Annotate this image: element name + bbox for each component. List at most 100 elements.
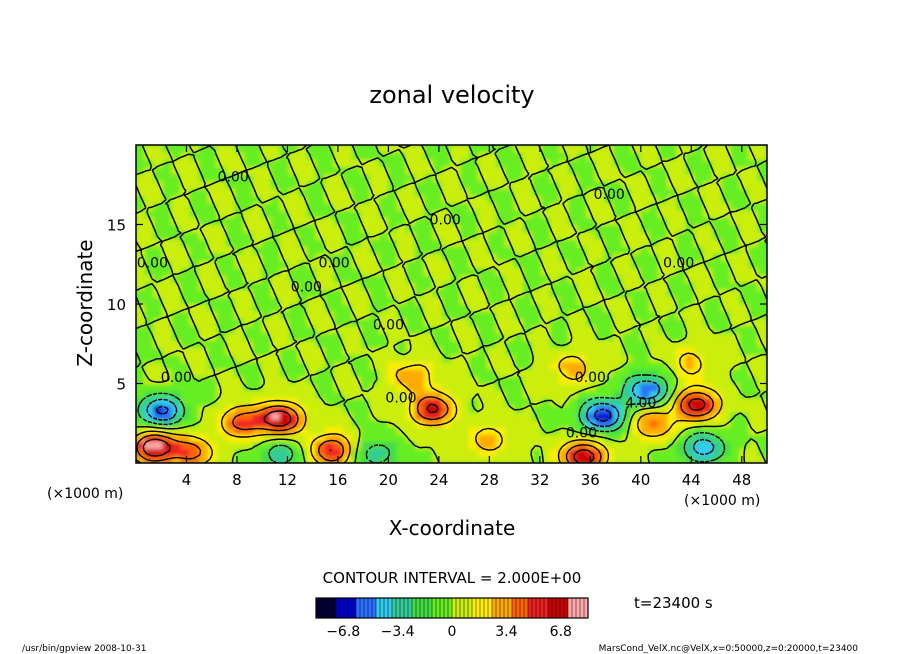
field-cell (460, 303, 471, 312)
field-cell (496, 289, 507, 298)
field-cell (577, 383, 588, 392)
field-cell (288, 325, 299, 334)
field-cell (360, 281, 371, 291)
colorbar-cell (328, 598, 333, 618)
field-cell (460, 339, 471, 348)
field-cell (739, 440, 750, 450)
field-cell (523, 455, 534, 463)
field-cell (685, 411, 696, 421)
field-cell (270, 281, 281, 291)
colorbar-frame (315, 597, 589, 619)
field-cell (432, 252, 443, 262)
field-cell (649, 368, 660, 377)
field-cell (730, 216, 741, 225)
field-cell (685, 332, 696, 341)
field-cell (252, 274, 263, 283)
field-cell (243, 448, 254, 457)
field-cell (694, 317, 705, 327)
field-cell (315, 202, 326, 211)
field-cell (234, 173, 245, 182)
field-cell (216, 397, 227, 406)
field-cell (297, 317, 308, 327)
field-cell (136, 310, 146, 319)
field-cell (658, 145, 669, 153)
field-cell (757, 238, 767, 247)
field-cell (685, 289, 696, 298)
field-cell (721, 187, 732, 197)
field-cell (378, 448, 389, 457)
field-cell (532, 433, 543, 442)
field-cell (162, 426, 173, 435)
field-cell (748, 202, 759, 211)
field-cell (658, 368, 669, 377)
field-cell (541, 209, 552, 218)
field-cell (631, 317, 642, 327)
field-cell (559, 397, 570, 406)
field-cell (333, 187, 344, 197)
field-cell (189, 346, 200, 356)
field-cell (703, 325, 714, 334)
field-cell (658, 361, 669, 370)
field-cell (550, 455, 561, 463)
field-cell (405, 151, 416, 160)
contour-label: 0.00 (161, 370, 192, 386)
field-cell (243, 260, 254, 269)
field-cell (396, 180, 407, 189)
field-cell (378, 397, 389, 406)
field-cell (505, 195, 516, 204)
field-cell (216, 426, 227, 435)
field-cell (658, 289, 669, 298)
field-cell (631, 368, 642, 377)
field-cell (279, 281, 290, 291)
field-cell (631, 332, 642, 341)
field-cell (333, 303, 344, 312)
field-cell (189, 166, 200, 175)
field-cell (631, 195, 642, 204)
field-cell (279, 224, 290, 233)
field-cell (396, 455, 407, 463)
field-cell (676, 296, 687, 305)
field-cell (757, 404, 767, 413)
field-cell (568, 145, 579, 153)
field-cell (432, 310, 443, 319)
field-cell (568, 354, 579, 363)
field-cell (207, 281, 218, 291)
field-cell (523, 216, 534, 225)
field-cell (505, 158, 516, 168)
field-cell (324, 166, 335, 175)
field-cell (396, 173, 407, 182)
field-cell (487, 180, 498, 189)
field-cell (324, 202, 335, 211)
field-cell (387, 231, 398, 240)
field-cell (189, 397, 200, 406)
field-cell (198, 281, 209, 291)
field-cell (496, 448, 507, 457)
field-cell (189, 448, 200, 457)
field-cell (613, 166, 624, 175)
field-cell (622, 317, 633, 327)
field-cell (369, 267, 380, 276)
field-cell (333, 224, 344, 233)
x-tick-label: 24 (429, 471, 448, 489)
y-tick-label: 5 (116, 376, 126, 394)
field-cell (640, 195, 651, 204)
x-axis-label: X-coordinate (389, 516, 516, 540)
field-cell (550, 281, 561, 291)
field-cell (739, 310, 750, 319)
field-cell (279, 390, 290, 399)
field-cell (667, 151, 678, 160)
field-cell (505, 448, 516, 457)
field-cell (306, 180, 317, 189)
field-cell (703, 397, 714, 406)
field-cell (369, 361, 380, 370)
field-cell (378, 260, 389, 269)
field-cell (414, 238, 425, 247)
field-cell (432, 209, 443, 218)
field-cell (595, 195, 606, 204)
field-cell (514, 383, 525, 392)
field-cell (441, 397, 452, 406)
field-cell (613, 448, 624, 457)
field-cell (136, 411, 146, 421)
field-cell (378, 383, 389, 392)
field-cell (414, 296, 425, 305)
